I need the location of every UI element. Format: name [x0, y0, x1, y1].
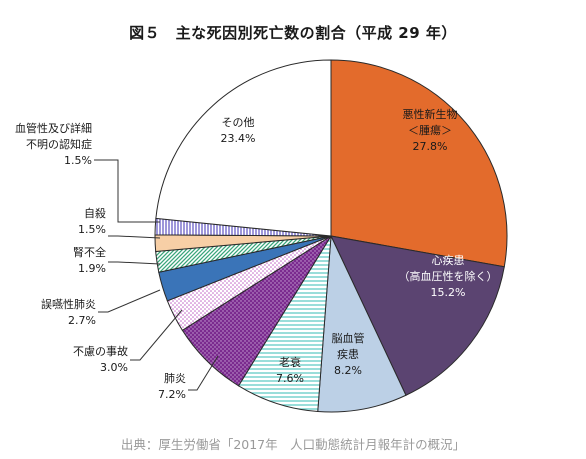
slice-value-label: 3.0% — [100, 361, 128, 374]
slice-name-label: 不慮の事故 — [73, 344, 128, 358]
slice-label: 血管性及び詳細不明の認知症 1.5% — [15, 121, 92, 167]
slice-name-label: 悪性新生物 — [403, 107, 458, 121]
slice-value-label: 23.4% — [221, 132, 256, 145]
slice-name-label: 不明の認知症 — [26, 137, 92, 151]
slice-label: 悪性新生物 ＜腫瘍＞ 27.8% — [403, 107, 458, 153]
slice-value-label: 2.7% — [68, 314, 96, 327]
chart-title: 図５ 主な死因別死亡数の割合（平成 29 年） — [129, 24, 457, 42]
slice-label: 腎不全 1.9% — [73, 245, 106, 275]
slice-name-label: 肺炎 — [164, 372, 186, 385]
leader-line — [188, 355, 219, 391]
slice-label: 誤嚥性肺炎 2.7% — [41, 297, 96, 327]
slice-label: その他 23.4% — [221, 116, 256, 145]
slice-value-label: 1.9% — [78, 262, 106, 275]
slice-value-label: 15.2% — [431, 286, 466, 299]
slice-name-label: 老衰 — [279, 355, 301, 369]
slice-name-label: 自殺 — [84, 206, 106, 220]
slice-label: 脳血管疾患 8.2% — [332, 331, 365, 377]
slice-label: 心疾患 （高血圧性を除く） 15.2% — [399, 253, 498, 299]
slice-name-label: ＜腫瘍＞ — [408, 123, 452, 137]
leader-line — [108, 235, 161, 239]
leader-line — [130, 309, 183, 361]
pie-slice — [330, 235, 505, 396]
leaders-layer — [94, 159, 219, 391]
slice-label: 老衰 7.6% — [276, 355, 304, 385]
pie-slice — [155, 59, 332, 237]
slice-value-label: 1.5% — [64, 154, 92, 167]
slice-label: 不慮の事故 3.0% — [73, 344, 128, 374]
labels-layer: 悪性新生物 ＜腫瘍＞ 27.8% 心疾患 （高血圧性を除く） 15.2% 脳血管疾患 8.2%… — [15, 107, 498, 401]
pie-slice — [317, 234, 407, 413]
slice-value-label: 7.2% — [158, 388, 186, 401]
slice-name-label: 誤嚥性肺炎 — [41, 297, 96, 311]
slice-name-label: 血管性及び詳細 — [15, 121, 92, 135]
slice-name-label: その他 — [222, 116, 255, 129]
slice-name-label: （高血圧性を除く） — [399, 269, 498, 283]
slice-value-label: 27.8% — [413, 140, 448, 153]
leader-line — [98, 289, 161, 313]
slice-name-label: 腎不全 — [73, 245, 106, 259]
slice-value-label: 8.2% — [334, 364, 362, 377]
source-note: 出典：厚生労働省「2017年 人口動態統計月報年計の概況」 — [120, 437, 466, 452]
slices-layer — [154, 59, 508, 413]
slice-name-label: 疾患 — [337, 347, 359, 361]
slice-name-label: 心疾患 — [432, 253, 465, 267]
pie-slice — [330, 59, 508, 268]
slice-name-label: 脳血管 — [332, 331, 365, 345]
leader-line — [94, 159, 160, 223]
slice-label: 肺炎 7.2% — [158, 372, 186, 401]
slice-value-label: 7.6% — [276, 372, 304, 385]
slice-label: 自殺 1.5% — [78, 206, 106, 236]
leader-line — [108, 261, 161, 265]
slice-value-label: 1.5% — [78, 223, 106, 236]
